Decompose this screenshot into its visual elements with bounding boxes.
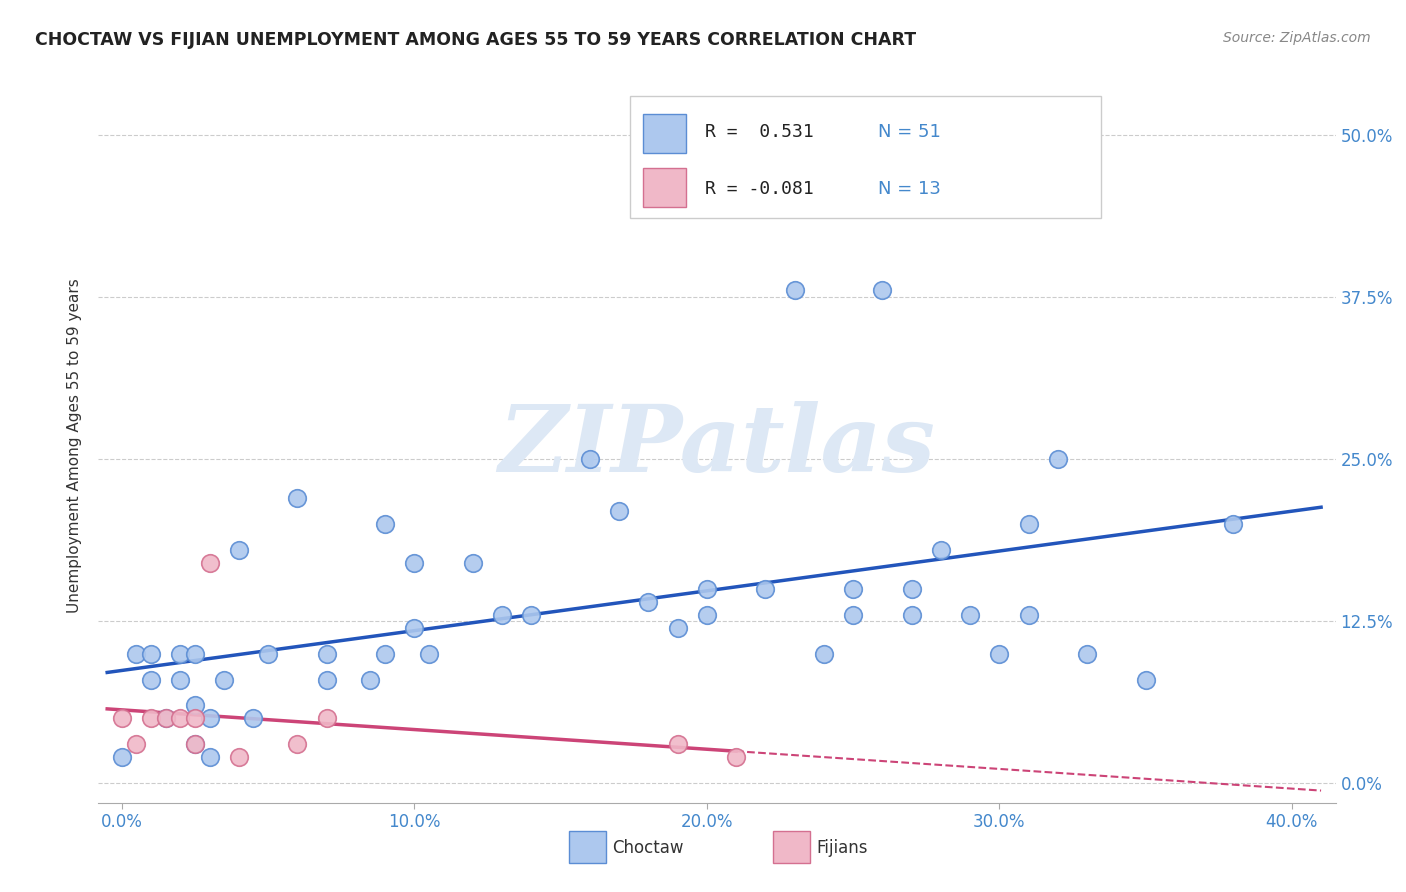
Point bbox=[461, 556, 484, 570]
FancyBboxPatch shape bbox=[630, 96, 1101, 218]
Text: Fijians: Fijians bbox=[815, 838, 868, 856]
Point bbox=[315, 673, 337, 687]
Text: Source: ZipAtlas.com: Source: ZipAtlas.com bbox=[1223, 31, 1371, 45]
Point bbox=[169, 673, 191, 687]
Point bbox=[155, 711, 177, 725]
Text: R = -0.081: R = -0.081 bbox=[704, 180, 814, 198]
Point bbox=[1018, 607, 1040, 622]
Point bbox=[1076, 647, 1098, 661]
Point bbox=[842, 582, 865, 596]
Point bbox=[872, 283, 894, 297]
Point bbox=[169, 711, 191, 725]
Text: CHOCTAW VS FIJIAN UNEMPLOYMENT AMONG AGES 55 TO 59 YEARS CORRELATION CHART: CHOCTAW VS FIJIAN UNEMPLOYMENT AMONG AGE… bbox=[35, 31, 917, 49]
Point bbox=[198, 711, 221, 725]
Point bbox=[783, 283, 806, 297]
Point bbox=[184, 738, 207, 752]
Point bbox=[725, 750, 748, 764]
Point bbox=[198, 556, 221, 570]
Point bbox=[491, 607, 513, 622]
Point bbox=[418, 647, 440, 661]
Point bbox=[125, 647, 148, 661]
Point bbox=[813, 647, 835, 661]
Point bbox=[184, 738, 207, 752]
Point bbox=[1046, 452, 1069, 467]
Point bbox=[198, 750, 221, 764]
Text: N = 51: N = 51 bbox=[877, 123, 941, 141]
Y-axis label: Unemployment Among Ages 55 to 59 years: Unemployment Among Ages 55 to 59 years bbox=[67, 278, 83, 614]
Point bbox=[637, 595, 659, 609]
Point bbox=[285, 491, 308, 505]
Point bbox=[111, 711, 134, 725]
Point bbox=[374, 516, 396, 531]
Point bbox=[125, 738, 148, 752]
Point bbox=[900, 582, 922, 596]
Point bbox=[315, 711, 337, 725]
Point bbox=[520, 607, 543, 622]
Point bbox=[374, 647, 396, 661]
Point bbox=[285, 738, 308, 752]
Point bbox=[184, 647, 207, 661]
Point bbox=[228, 542, 250, 557]
Point bbox=[754, 582, 776, 596]
Point bbox=[404, 621, 426, 635]
Point bbox=[1135, 673, 1157, 687]
Point bbox=[242, 711, 264, 725]
Text: N = 13: N = 13 bbox=[877, 180, 941, 198]
Point bbox=[666, 738, 689, 752]
Text: R =  0.531: R = 0.531 bbox=[704, 123, 814, 141]
Point bbox=[139, 647, 162, 661]
Point bbox=[212, 673, 235, 687]
Point bbox=[900, 607, 922, 622]
Point bbox=[696, 607, 718, 622]
Point bbox=[959, 607, 981, 622]
Point bbox=[228, 750, 250, 764]
Point bbox=[666, 621, 689, 635]
Point bbox=[929, 542, 952, 557]
Point bbox=[842, 607, 865, 622]
Point bbox=[359, 673, 381, 687]
Point bbox=[184, 711, 207, 725]
Point bbox=[696, 582, 718, 596]
Point bbox=[1018, 516, 1040, 531]
Point bbox=[579, 452, 602, 467]
Point bbox=[988, 647, 1011, 661]
Text: ZIPatlas: ZIPatlas bbox=[499, 401, 935, 491]
Point bbox=[184, 698, 207, 713]
Point bbox=[139, 673, 162, 687]
Point bbox=[139, 711, 162, 725]
Point bbox=[257, 647, 280, 661]
Bar bbox=[568, 831, 606, 863]
Point bbox=[111, 750, 134, 764]
Point bbox=[607, 504, 630, 518]
Point bbox=[404, 556, 426, 570]
Point bbox=[169, 647, 191, 661]
Point bbox=[155, 711, 177, 725]
Bar bbox=[773, 831, 810, 863]
Point bbox=[1222, 516, 1244, 531]
Point bbox=[315, 647, 337, 661]
Bar bbox=[643, 168, 686, 207]
Bar bbox=[643, 114, 686, 153]
Text: Choctaw: Choctaw bbox=[612, 838, 683, 856]
